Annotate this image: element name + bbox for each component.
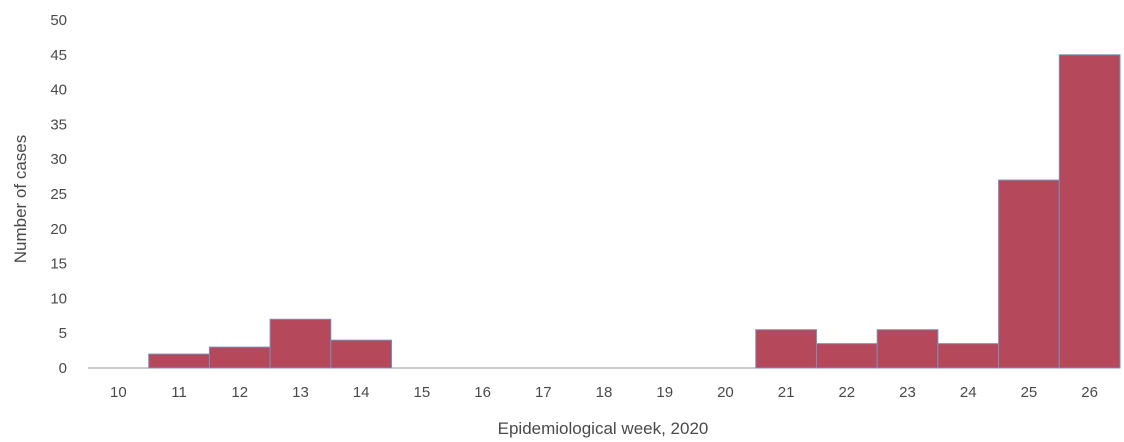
- x-tick-label: 13: [292, 384, 309, 401]
- y-tick-label: 25: [50, 186, 67, 203]
- y-tick-label: 35: [50, 116, 67, 133]
- x-tick-label: 18: [596, 384, 613, 401]
- x-tick-label: 21: [778, 384, 795, 401]
- y-tick-label: 30: [50, 151, 67, 168]
- x-axis-ticks: 10 11 12 13 14 15 16 17 18 19 20 21 22 23 24 25 26: [110, 384, 1098, 401]
- bar-week-26: [1058, 54, 1121, 369]
- x-tick-label: 16: [474, 384, 491, 401]
- x-tick-label: 10: [110, 384, 127, 401]
- x-tick-label: 12: [231, 384, 248, 401]
- y-tick-label: 20: [50, 221, 67, 238]
- y-axis-title: Number of cases: [11, 135, 30, 264]
- bar-week-24: [937, 343, 1000, 369]
- x-tick-label: 15: [414, 384, 431, 401]
- x-tick-label: 25: [1021, 384, 1038, 401]
- y-tick-label: 50: [50, 12, 67, 29]
- y-tick-label: 15: [50, 256, 67, 273]
- bars: [148, 54, 1121, 369]
- y-axis-ticks: 0 5 10 15 20 25 30 35 40 45 50: [50, 12, 67, 377]
- x-tick-label: 22: [838, 384, 855, 401]
- x-tick-label: 14: [353, 384, 370, 401]
- bar-week-12: [208, 346, 271, 369]
- y-tick-label: 40: [50, 82, 67, 99]
- bar-week-25: [998, 179, 1060, 369]
- y-tick-label: 5: [59, 325, 67, 342]
- bar-week-23: [876, 329, 939, 369]
- x-tick-label: 24: [960, 384, 977, 401]
- bar-week-22: [815, 343, 878, 369]
- y-tick-label: 0: [59, 360, 67, 377]
- y-tick-label: 10: [50, 290, 67, 307]
- x-tick-label: 26: [1081, 384, 1098, 401]
- x-tick-label: 23: [899, 384, 916, 401]
- y-tick-label: 45: [50, 47, 67, 64]
- x-tick-label: 19: [656, 384, 673, 401]
- bar-week-21: [755, 329, 817, 369]
- bar-week-11: [148, 353, 210, 369]
- bar-week-14: [330, 339, 393, 369]
- x-axis-title: Epidemiological week, 2020: [498, 419, 709, 438]
- x-tick-label: 11: [171, 384, 187, 401]
- bar-week-13: [269, 318, 332, 369]
- x-tick-label: 20: [717, 384, 734, 401]
- x-tick-label: 17: [535, 384, 552, 401]
